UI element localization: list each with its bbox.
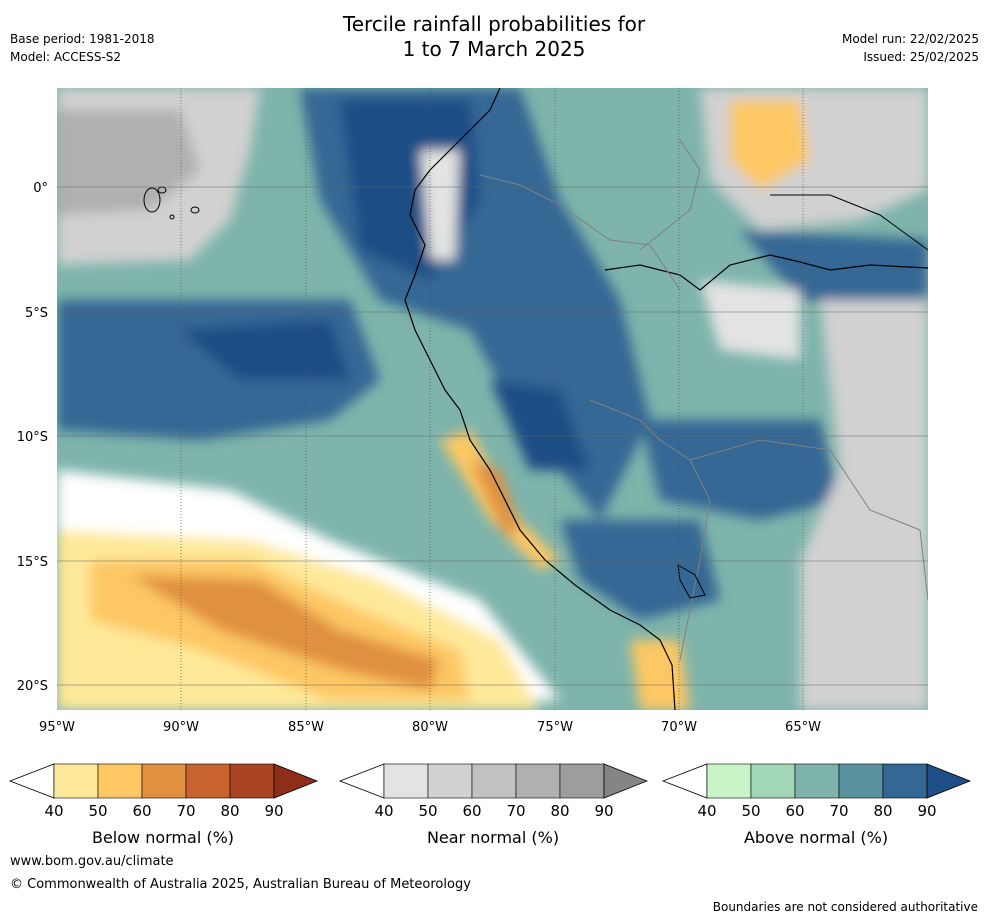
colorbar-near-tick-50: 50 bbox=[418, 802, 437, 820]
colorbar-near-segment-70-80 bbox=[515, 763, 561, 799]
above-normal-region-brazil-w bbox=[640, 420, 840, 520]
lat-label-20s: 20°S bbox=[17, 679, 48, 694]
colorbar-below-segment-60-70 bbox=[141, 763, 187, 799]
colorbar-below-label: Below normal (%) bbox=[92, 828, 234, 847]
colorbar-near-segment-60-70 bbox=[471, 763, 517, 799]
colorbar-above-segment-50-60 bbox=[750, 763, 796, 799]
near-normal-region-central bbox=[700, 280, 800, 360]
colorbar-below-segment-50-60 bbox=[97, 763, 143, 799]
colorbar-above-segment-70-80 bbox=[838, 763, 884, 799]
colorbar-below-extend-high bbox=[273, 763, 319, 799]
colorbar-near-tick-80: 80 bbox=[550, 802, 569, 820]
lon-label-90w: 90°W bbox=[163, 720, 199, 735]
lon-label-70w: 70°W bbox=[661, 720, 697, 735]
lat-label-0: 0° bbox=[33, 181, 48, 196]
footer-copyright: © Commonwealth of Australia 2025, Austra… bbox=[10, 877, 471, 892]
colorbar-near-segment-80-90 bbox=[559, 763, 605, 799]
colorbar-below-tick-50: 50 bbox=[88, 802, 107, 820]
border-colombia bbox=[479, 174, 681, 291]
colorbar-above-normal: 40 50 60 70 80 90 Above normal (%) bbox=[661, 763, 972, 847]
colorbar-above-tick-50: 50 bbox=[741, 802, 760, 820]
footer-disclaimer: Boundaries are not considered authoritat… bbox=[713, 900, 978, 914]
lon-label-65w: 65°W bbox=[785, 720, 821, 735]
colorbar-below-segment-40-50 bbox=[53, 763, 99, 799]
lon-axis-labels: 95°W 90°W 85°W 80°W 75°W 70°W 65°W bbox=[39, 720, 821, 735]
border-peru-bolivia bbox=[589, 399, 711, 661]
colorbar-above-segment-80-90 bbox=[882, 763, 928, 799]
colorbar-near-normal: 40 50 60 70 80 90 Near normal (%) bbox=[338, 763, 649, 847]
colorbar-near-segment-40-50 bbox=[383, 763, 429, 799]
lat-axis-labels: 0° 5°S 10°S 15°S 20°S bbox=[17, 181, 48, 694]
colorbar-above-label: Above normal (%) bbox=[744, 828, 888, 847]
meta-left: Base period: 1981-2018 Model: ACCESS-S2 bbox=[10, 30, 155, 66]
model-name: Model: ACCESS-S2 bbox=[10, 50, 122, 64]
below-normal-region-coast-core bbox=[470, 460, 520, 535]
border-venezuela bbox=[639, 139, 701, 251]
colorbar-near-tick-70: 70 bbox=[506, 802, 525, 820]
above-normal-region-peru-core bbox=[490, 380, 590, 470]
border-bolivia-brazil bbox=[689, 439, 928, 601]
lon-label-85w: 85°W bbox=[288, 720, 324, 735]
lon-label-75w: 75°W bbox=[537, 720, 573, 735]
colorbar-near-segment-50-60 bbox=[427, 763, 473, 799]
above-normal-region-bolivia bbox=[560, 520, 720, 620]
colorbar-above-tick-90: 90 bbox=[917, 802, 936, 820]
colorbar-below-extend-low bbox=[8, 763, 55, 799]
lat-label-5s: 5°S bbox=[25, 306, 48, 321]
above-normal-region-pacific-core bbox=[180, 320, 350, 380]
near-normal-region-east bbox=[800, 300, 928, 710]
below-normal-region-ne bbox=[730, 100, 810, 190]
below-normal-region-atacama bbox=[630, 640, 690, 710]
colorbar-below-tick-90: 90 bbox=[264, 802, 283, 820]
colorbar-below-normal: 40 50 60 70 80 90 Below normal (%) bbox=[8, 763, 319, 847]
map-title: Tercile rainfall probabilities for 1 to … bbox=[0, 12, 988, 62]
lon-label-80w: 80°W bbox=[412, 720, 448, 735]
lat-label-10s: 10°S bbox=[17, 430, 48, 445]
colorbar-below-tick-40: 40 bbox=[44, 802, 63, 820]
colorbar-near-tick-60: 60 bbox=[462, 802, 481, 820]
title-line-2: 1 to 7 March 2025 bbox=[402, 37, 586, 61]
meta-right: Model run: 22/02/2025 Issued: 25/02/2025 bbox=[842, 30, 979, 66]
colorbar-above-tick-80: 80 bbox=[873, 802, 892, 820]
near-normal-region-nw-core bbox=[57, 110, 200, 215]
colorbar-near-extend-high bbox=[603, 763, 649, 799]
base-period: Base period: 1981-2018 bbox=[10, 32, 155, 46]
colorbar-above-tick-60: 60 bbox=[785, 802, 804, 820]
below-normal-region-sw-core bbox=[130, 575, 440, 690]
colorbar-below-segment-70-80 bbox=[185, 763, 231, 799]
colorbar-above-tick-40: 40 bbox=[697, 802, 716, 820]
river-negro bbox=[770, 194, 928, 251]
colorbar-below-tick-80: 80 bbox=[220, 802, 239, 820]
lake-titicaca bbox=[677, 564, 706, 599]
colorbar-above-extend-high bbox=[926, 763, 972, 799]
issued-date: Issued: 25/02/2025 bbox=[863, 50, 979, 64]
colorbar-below-segment-80-90 bbox=[229, 763, 275, 799]
colorbar-above-segment-40-50 bbox=[706, 763, 752, 799]
lat-gridlines bbox=[57, 186, 928, 686]
colorbar-near-tick-90: 90 bbox=[594, 802, 613, 820]
colorbar-above-tick-70: 70 bbox=[829, 802, 848, 820]
title-line-1: Tercile rainfall probabilities for bbox=[342, 12, 646, 36]
colorbar-above-segment-60-70 bbox=[794, 763, 840, 799]
colorbar-below-tick-60: 60 bbox=[132, 802, 151, 820]
footer-url: www.bom.gov.au/climate bbox=[10, 854, 174, 869]
lon-label-95w: 95°W bbox=[39, 720, 75, 735]
lat-label-15s: 15°S bbox=[17, 555, 48, 570]
river-amazon bbox=[604, 254, 928, 291]
colorbar-near-extend-low bbox=[338, 763, 385, 799]
colorbar-near-tick-40: 40 bbox=[374, 802, 393, 820]
colorbar-above-extend-low bbox=[661, 763, 708, 799]
model-run: Model run: 22/02/2025 bbox=[841, 32, 979, 46]
colorbar-near-label: Near normal (%) bbox=[427, 828, 559, 847]
colorbar-below-tick-70: 70 bbox=[176, 802, 195, 820]
map-panel bbox=[57, 88, 928, 710]
